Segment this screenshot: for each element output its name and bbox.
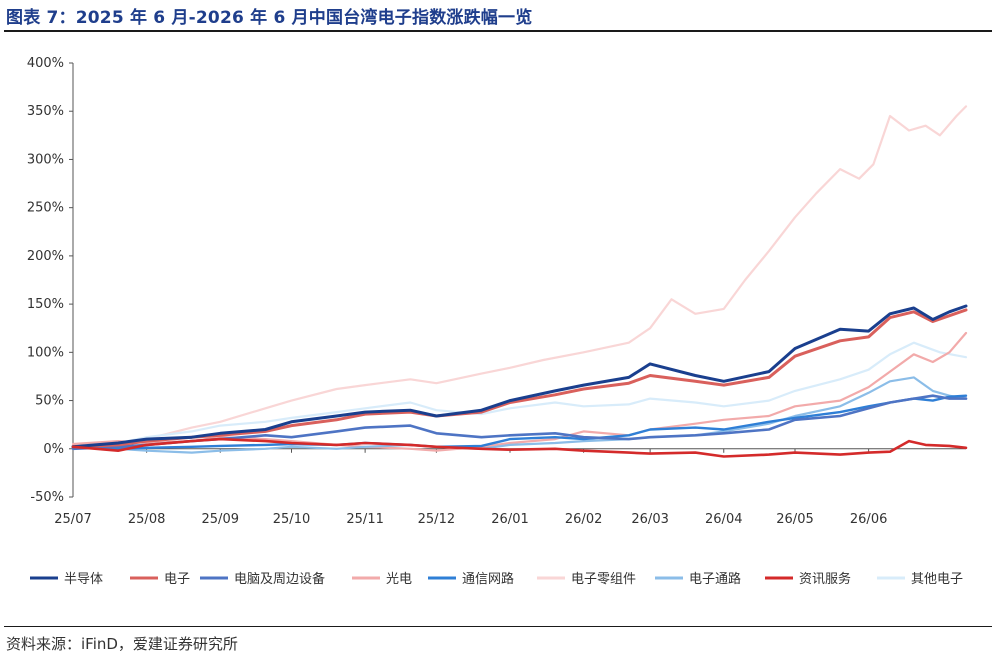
y-tick-label: 0%: [43, 442, 64, 457]
legend-label: 光电: [386, 572, 412, 587]
series-line-5: [71, 394, 968, 451]
chart-axes: -50% 0% 50% 100% 150% 200% 250% 300% 350% 400% 25/…: [27, 56, 966, 527]
source-note: 资料来源：iFinD，爱建证券研究所: [6, 635, 238, 653]
x-tick-label: 26/01: [491, 512, 528, 527]
legend-label: 电子通路: [689, 571, 741, 587]
legend-label: 资讯服务: [799, 571, 851, 587]
legend-label: 其他电子: [911, 572, 963, 587]
y-tick-label: 50%: [35, 394, 64, 409]
y-tick-label: 400%: [27, 56, 64, 71]
series-line-1: [71, 341, 968, 448]
series-line-7: [71, 304, 968, 449]
series-line-6: [71, 308, 968, 449]
x-tick-label: 26/02: [565, 512, 602, 527]
x-tick-label: 25/09: [202, 512, 239, 527]
x-tick-label: 25/12: [418, 512, 455, 527]
legend-label: 电子: [164, 572, 190, 587]
legend-label: 通信网路: [462, 571, 514, 587]
title-rule: [4, 30, 992, 32]
x-tick-label: 26/05: [776, 512, 813, 527]
legend-label: 半导体: [64, 572, 103, 587]
x-tick-label: 25/08: [128, 512, 165, 527]
chart-legend: 半导体 电子 电脑及周边设备 光电 通信网路 电子零组件 电子通路 资讯服务 其他电子: [30, 571, 963, 587]
x-tick-label: 25/11: [346, 512, 383, 527]
chart-series: [71, 105, 968, 458]
x-tick-label: 26/03: [631, 512, 668, 527]
x-tick-label: 26/04: [705, 512, 742, 527]
series-line-0: [71, 105, 968, 450]
legend-label: 电脑及周边设备: [234, 571, 325, 587]
series-line-2: [71, 331, 968, 452]
x-tick-label: 25/07: [54, 512, 91, 527]
x-tick-label: 25/10: [273, 512, 310, 527]
x-tick-label: 26/06: [850, 512, 887, 527]
figure-title: 图表 7：2025 年 6 月-2026 年 6 月中国台湾电子指数涨跌幅一览: [6, 8, 533, 28]
y-tick-label: 100%: [27, 345, 64, 360]
y-tick-label: 300%: [27, 152, 64, 167]
series-line-3: [71, 376, 968, 454]
series-line-8: [71, 437, 968, 458]
y-tick-label: 250%: [27, 201, 64, 216]
y-tick-label: 350%: [27, 104, 64, 119]
source-rule: [4, 626, 992, 627]
y-tick-label: 200%: [27, 249, 64, 264]
y-tick-label: -50%: [30, 490, 64, 505]
y-tick-label: 150%: [27, 297, 64, 312]
legend-label: 电子零组件: [571, 572, 636, 587]
